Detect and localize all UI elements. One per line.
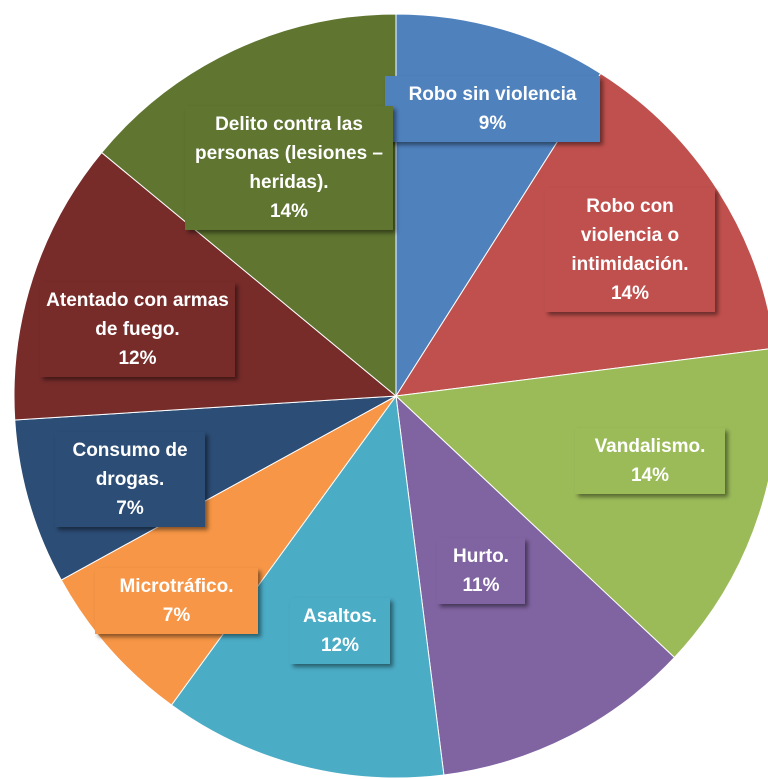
pie-slice <box>394 348 768 659</box>
data-label: Robo con violencia o intimidación. 14% <box>545 188 715 312</box>
category-label: Robo sin violencia <box>408 84 577 105</box>
category-label: Consumo de drogas. <box>72 440 188 490</box>
data-label: Vandalismo. 14% <box>575 428 725 494</box>
data-label: Atentado con armas de fuego. 12% <box>40 282 235 377</box>
data-label: Asaltos. 12% <box>290 598 390 664</box>
value-label: 9% <box>478 113 507 134</box>
category-label: Asaltos. <box>303 606 377 627</box>
category-label: Robo con violencia o intimidación. <box>571 196 689 275</box>
value-label: 7% <box>116 498 144 519</box>
value-label: 12% <box>320 635 360 656</box>
data-label: Delito contra las personas (lesiones – h… <box>185 106 393 230</box>
category-label: Hurto. <box>453 546 509 567</box>
value-label: 14% <box>610 283 650 304</box>
value-label: 14% <box>269 201 309 222</box>
value-label: 12% <box>118 348 157 369</box>
data-label: Robo sin violencia 9% <box>385 76 600 142</box>
data-label: Hurto. 11% <box>437 538 525 604</box>
value-label: 11% <box>462 575 500 596</box>
data-label: Consumo de drogas. 7% <box>55 432 205 527</box>
category-label: Atentado con armas de fuego. <box>46 290 229 340</box>
value-label: 7% <box>162 605 191 626</box>
category-label: Delito contra las personas (lesiones – h… <box>195 114 383 193</box>
pie-slice <box>170 394 445 779</box>
category-label: Vandalismo. <box>594 436 706 457</box>
data-label: Microtráfico. 7% <box>95 568 258 634</box>
value-label: 14% <box>630 465 670 486</box>
category-label: Microtráfico. <box>119 576 234 597</box>
pie-slice <box>395 394 676 776</box>
